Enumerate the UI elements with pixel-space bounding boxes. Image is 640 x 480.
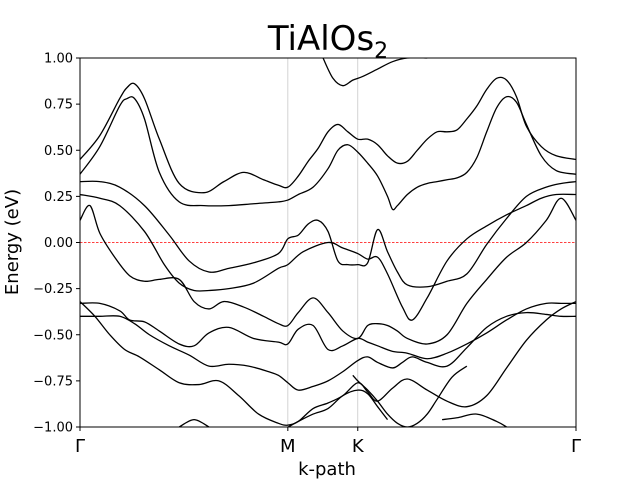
- x-axis-label: k-path: [298, 459, 356, 480]
- x-tick-label: Γ: [571, 436, 581, 457]
- band-line: [80, 302, 576, 360]
- y-tick-label: −0.25: [33, 282, 73, 297]
- chart-title-main: TiAlOs: [267, 19, 374, 59]
- y-tick-label: 0.50: [44, 144, 73, 159]
- band-line: [322, 58, 428, 87]
- band-line: [80, 95, 576, 211]
- chart-title-subscript: 2: [374, 39, 388, 64]
- band-lines: [80, 58, 576, 427]
- band-line: [80, 180, 576, 288]
- band-line: [80, 193, 576, 321]
- y-tick-label: 1.00: [44, 52, 73, 67]
- band-line: [352, 365, 468, 427]
- band-line: [80, 76, 576, 194]
- y-tick-label: −0.75: [33, 374, 73, 389]
- band-line: [178, 418, 210, 427]
- y-tick-label: 0.25: [44, 190, 73, 205]
- band-line: [80, 197, 576, 345]
- y-tick-label: 0.00: [44, 236, 73, 251]
- chart-title: TiAlOs2: [267, 19, 388, 64]
- y-axis-ticks: 1.00 0.75 0.50 0.25 0.00 −0.25 −0.50 −0.75 −1.00: [33, 52, 80, 436]
- y-tick-label: −0.50: [33, 328, 73, 343]
- band-line: [80, 300, 576, 426]
- y-tick-label: 0.75: [44, 98, 73, 113]
- x-tick-label: Γ: [75, 436, 85, 457]
- y-axis-label: Energy (eV): [2, 189, 23, 295]
- x-tick-label: K: [352, 436, 365, 457]
- band-line: [288, 389, 389, 427]
- band-line: [441, 413, 507, 427]
- x-tick-label: M: [280, 436, 296, 457]
- y-tick-label: −1.00: [33, 421, 73, 436]
- band-line: [80, 311, 576, 391]
